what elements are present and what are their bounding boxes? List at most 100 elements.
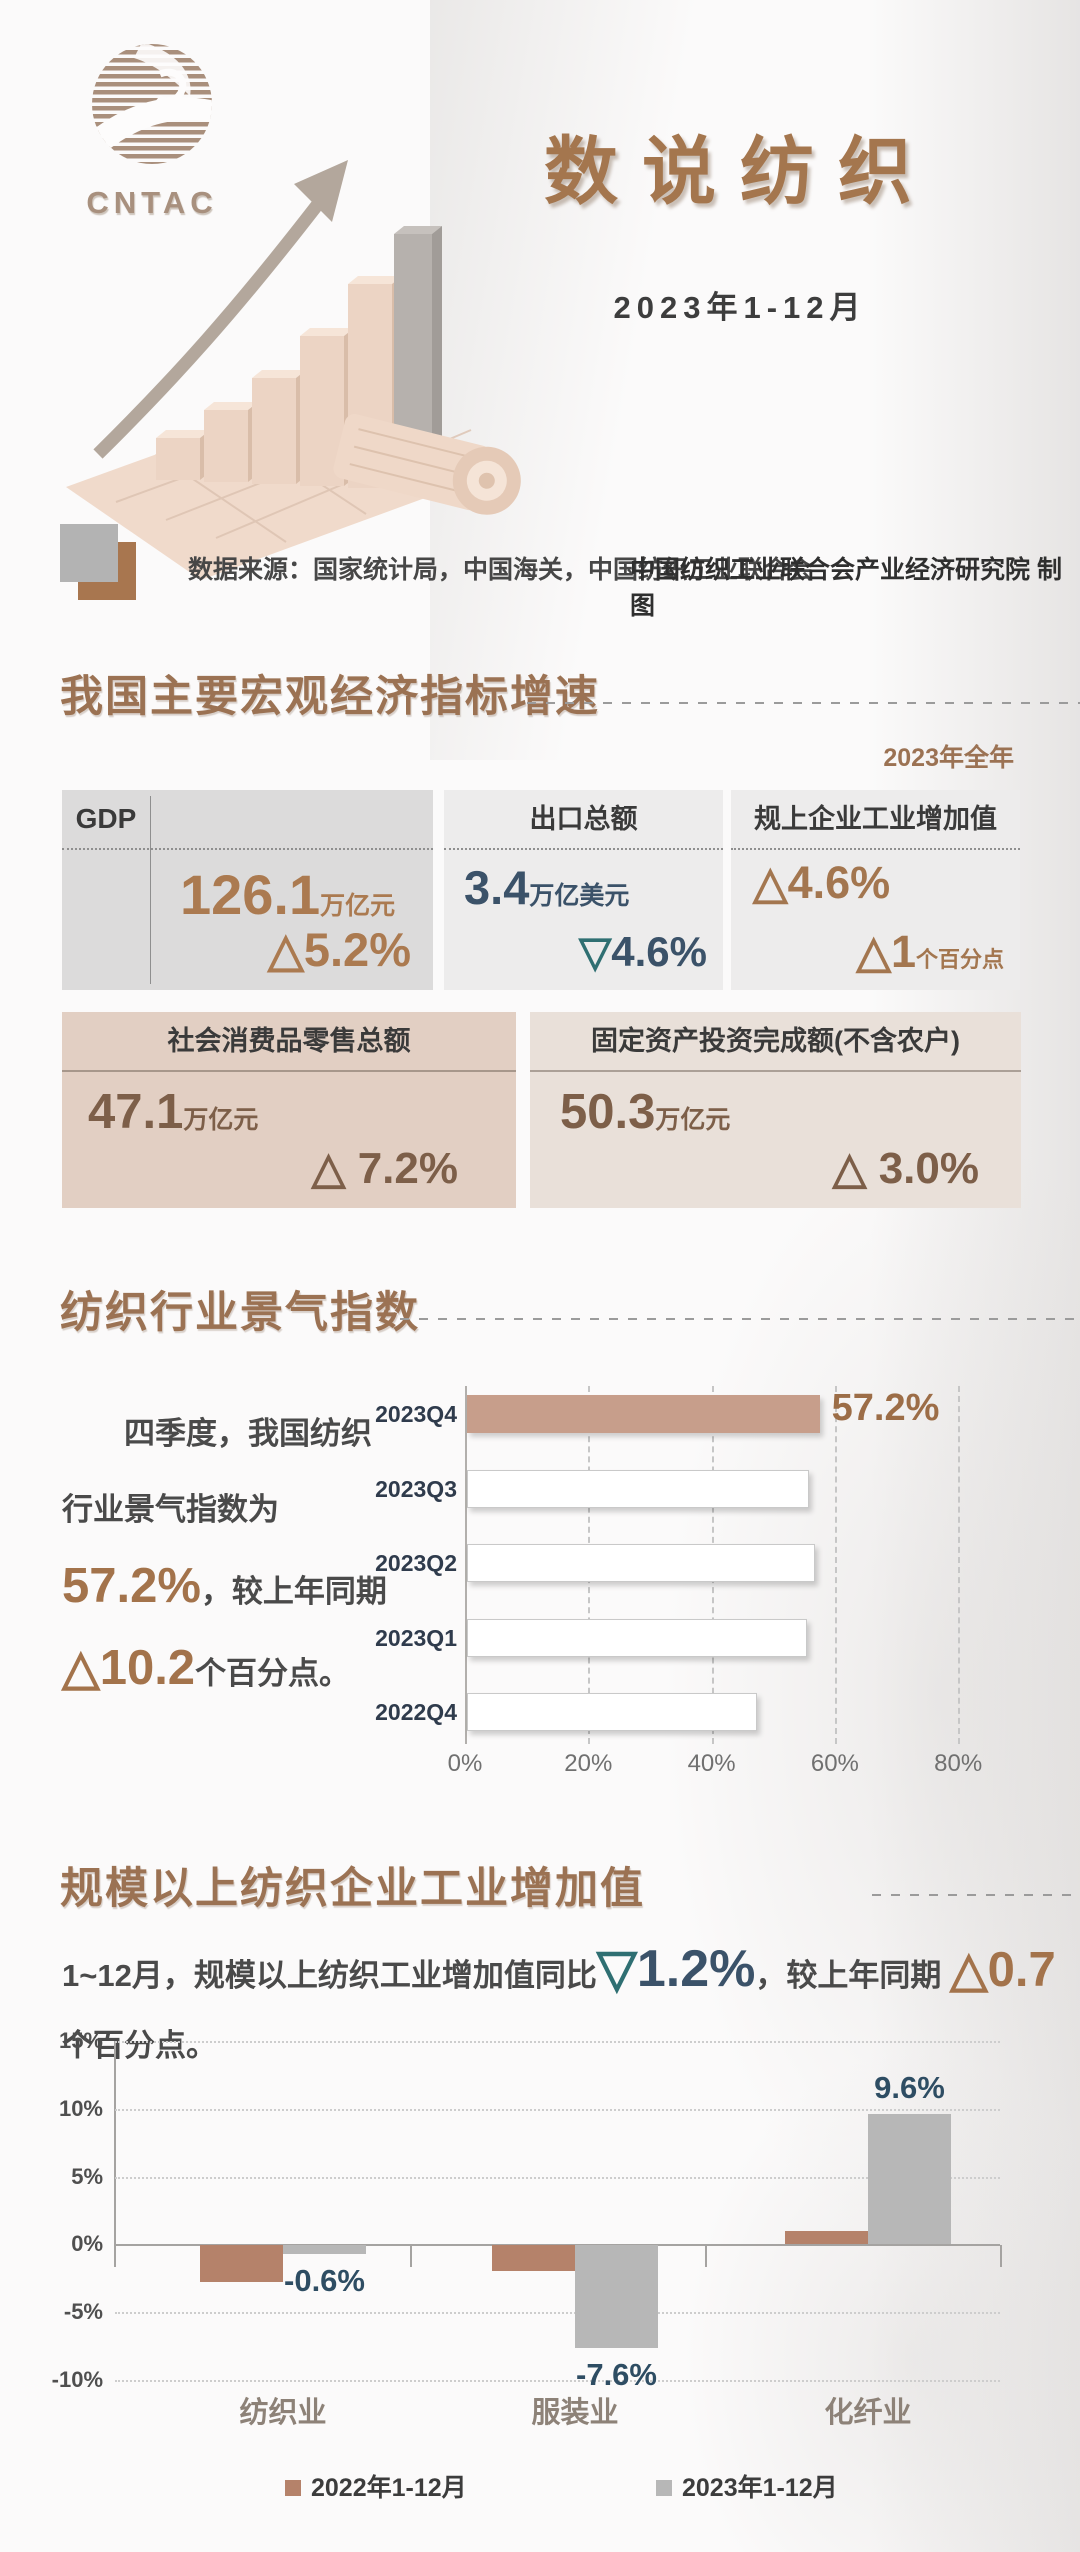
up-triangle-icon: △ xyxy=(267,923,304,976)
chart2-value-label: -7.6% xyxy=(576,2357,657,2393)
chart2-bar xyxy=(283,2245,366,2254)
chart2-gridline xyxy=(115,2041,1000,2043)
investment-unit: 万亿元 xyxy=(655,1106,731,1134)
section3-divider xyxy=(872,1894,1080,1896)
card-investment-label: 固定资产投资完成额(不含农户) xyxy=(530,1012,1021,1072)
card-industry-delta1: △4.6% xyxy=(753,856,890,909)
para3-big-up: 0.7 xyxy=(987,1943,1056,1997)
period-label: 2023年全年 xyxy=(883,744,1014,772)
chart2-bar xyxy=(492,2245,575,2272)
page-title: 数说纺织 xyxy=(544,130,936,213)
section1-divider xyxy=(527,702,1080,704)
card-retail-sales: 社会消费品零售总额 47.1万亿元 △ 7.2% xyxy=(62,1012,516,1208)
up-triangle-icon: △ xyxy=(856,926,891,977)
chart2-gridline xyxy=(115,2108,1000,2111)
legend-swatch-2022 xyxy=(285,2480,301,2496)
chart1-row: 2023Q1 xyxy=(375,1618,965,1659)
up-triangle-icon: △ xyxy=(311,1144,346,1193)
chart1-category-label: 2023Q2 xyxy=(375,1550,457,1577)
card-gdp-value: 126.1万亿元 xyxy=(180,862,395,927)
chart1-row: 2023Q3 xyxy=(375,1469,965,1510)
chart2-value-label: -0.6% xyxy=(284,2262,365,2298)
chart2-tickmark xyxy=(1000,2245,1002,2267)
retail-value: 47.1 xyxy=(88,1085,184,1139)
chart2-bar xyxy=(785,2230,868,2245)
chart2-axis-tick: 0% xyxy=(71,2231,103,2257)
legend-label-2022: 2022年1-12月 xyxy=(311,2474,467,2502)
chart2-axis-tick: -5% xyxy=(63,2299,103,2325)
industry-delta2-unit: 个百分点 xyxy=(915,947,1004,972)
gdp-delta-value: 5.2% xyxy=(303,923,411,976)
down-triangle-icon: ▽ xyxy=(578,928,612,975)
card-industry-added-value: 规上企业工业增加值 △4.6% △1个百分点 xyxy=(731,790,1020,990)
export-delta-value: 4.6% xyxy=(611,928,707,975)
card-industry-label: 规上企业工业增加值 xyxy=(731,790,1020,850)
chart2-legend: 2022年1-12月 2023年1-12月 xyxy=(0,2468,1080,2508)
chart2-gridline xyxy=(115,2312,1000,2315)
data-source-text: 数据来源：国家统计局，中国海关，中国纺织工业联合会 xyxy=(188,556,814,584)
chart1-bar xyxy=(467,1693,757,1732)
retail-unit: 万亿元 xyxy=(183,1106,259,1134)
chart2-axis-tick: -10% xyxy=(51,2367,103,2392)
chart2-value-label: 9.6% xyxy=(874,2070,945,2106)
section3-title: 规模以上纺织企业工业增加值 xyxy=(60,1865,645,1913)
chart1-category-label: 2023Q4 xyxy=(375,1401,457,1427)
legend-item-2022: 2022年1-12月 xyxy=(285,2468,467,2504)
chart1-bar xyxy=(467,1469,809,1508)
chart1-category-label: 2023Q3 xyxy=(375,1475,457,1502)
chart1-axis-tick: 60% xyxy=(810,1750,859,1777)
legend-label-2023: 2023年1-12月 xyxy=(682,2474,838,2502)
section1-title: 我国主要宏观经济指标增速 xyxy=(60,673,600,721)
investment-value: 50.3 xyxy=(560,1085,656,1139)
cntac-logo: CNTAC xyxy=(62,34,242,221)
card-retail-delta: △ 7.2% xyxy=(312,1143,458,1194)
industry-delta2-value: 1 xyxy=(890,926,916,977)
card-retail-value: 47.1万亿元 xyxy=(88,1084,258,1140)
para2-big-value: 57.2% xyxy=(62,1559,201,1613)
chart1-gridline xyxy=(465,1386,467,1744)
chart2-y-axis xyxy=(114,2041,116,2267)
para2-text3: 个百分点。 xyxy=(195,1656,351,1691)
card-gdp: GDP 126.1万亿元 △5.2% xyxy=(62,790,433,990)
credit-text: 中国纺织工业联合会产业经济研究院 制图 xyxy=(630,556,1062,620)
up-triangle-icon: △ xyxy=(753,857,788,908)
para3-text1: 1~12月，规模以上纺织工业增加值同比 xyxy=(62,1958,597,1993)
gdp-unit: 万亿元 xyxy=(320,892,396,920)
para3-big-down: 1.2% xyxy=(636,1940,756,1998)
chart1-bars: 2023Q4 57.2% 2023Q3 2023Q2 2023Q1 2022Q4 xyxy=(375,1387,965,1735)
section2-divider xyxy=(400,1318,1080,1320)
chart2-bar xyxy=(200,2245,283,2282)
chart1-value-label: 57.2% xyxy=(831,1387,940,1429)
card-fixed-investment: 固定资产投资完成额(不含农户) 50.3万亿元 △ 3.0% xyxy=(530,1012,1021,1208)
card-retail-label: 社会消费品零售总额 xyxy=(62,1012,516,1072)
arrow-up-icon xyxy=(93,200,324,459)
investment-delta-value: 3.0% xyxy=(866,1144,979,1193)
up-triangle-icon: △ xyxy=(832,1144,867,1193)
gdp-value: 126.1 xyxy=(180,863,321,926)
section2-paragraph: 四季度，我国纺织行业景气指数为 57.2%，较上年同期 △10.2个百分点。 xyxy=(62,1396,400,1712)
card-export-label: 出口总额 xyxy=(444,790,723,850)
para2-text2: ，较上年同期 xyxy=(200,1574,387,1609)
legend-item-2023: 2023年1-12月 xyxy=(656,2468,838,2504)
chart1-row: 2023Q4 57.2% xyxy=(375,1387,965,1435)
export-value: 3.4 xyxy=(464,861,530,914)
up-triangle-icon: △ xyxy=(949,1943,988,1997)
chart2-gridline xyxy=(115,2176,1000,2179)
card-export-value: 3.4万亿美元 xyxy=(464,860,629,915)
card-gdp-delta: △5.2% xyxy=(268,922,411,978)
chart2-category-label: 纺织业 xyxy=(239,2397,327,2429)
up-triangle-icon: △ xyxy=(62,1641,100,1695)
section3-paragraph: 1~12月，规模以上纺织工业增加值同比▽1.2%，较上年同期 △0.7 个百分点。 xyxy=(62,1934,1070,2081)
chart2-axis-tick: 5% xyxy=(71,2163,103,2189)
gray-square-deco xyxy=(60,524,118,582)
chart1-axis-tick: 0% xyxy=(447,1750,483,1777)
chart2-gridline xyxy=(115,2380,1000,2382)
card-gdp-separator xyxy=(62,848,433,850)
chart1-bar xyxy=(467,1395,820,1433)
chart2-axis-tick: 15% xyxy=(58,2028,103,2053)
chart2-tickmark xyxy=(705,2245,707,2267)
chart1-gridline xyxy=(958,1386,961,1744)
chart1-gridline xyxy=(834,1386,837,1744)
growth-chart-illustration xyxy=(66,160,521,580)
